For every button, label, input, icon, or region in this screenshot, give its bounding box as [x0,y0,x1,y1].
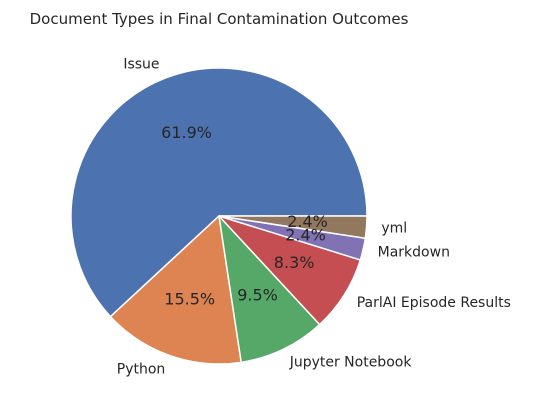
pct-label-python: 15.5% [164,289,215,308]
slice-label-python: Python [117,362,166,378]
pct-label-parlai-episode-results: 8.3% [274,253,315,272]
pie-slice-issue [70,67,368,318]
pie-slice-labels: Issue Python Jupyter Notebook ParlAI Episod… [117,56,511,377]
chart-title: Document Types in Final Contamination Ou… [30,10,409,28]
pie-percent-labels: 61.9% 15.5% 9.5% 8.3% 2.4%2.4% [161,123,328,308]
slice-label-jupyter-notebook: Jupyter Notebook [289,355,413,371]
pct-label-jupyter-notebook: 9.5% [237,285,278,304]
pie-slice-python [109,215,242,365]
pct-label-issue: 61.9% [161,123,212,142]
slice-label-parlai-episode-results: ParlAI Episode Results [357,295,511,311]
pie-slice-yml [218,215,368,239]
slice-label-markdown: Markdown [378,245,450,261]
slice-label-issue: Issue [123,56,159,72]
slice-label-yml: yml [381,220,407,236]
pct-label-markdown: 2.4% [285,225,326,244]
pie-slice-jupyter-notebook [218,215,321,364]
pct-label-yml: 2.4% [287,212,328,231]
pie-slices [70,67,368,365]
